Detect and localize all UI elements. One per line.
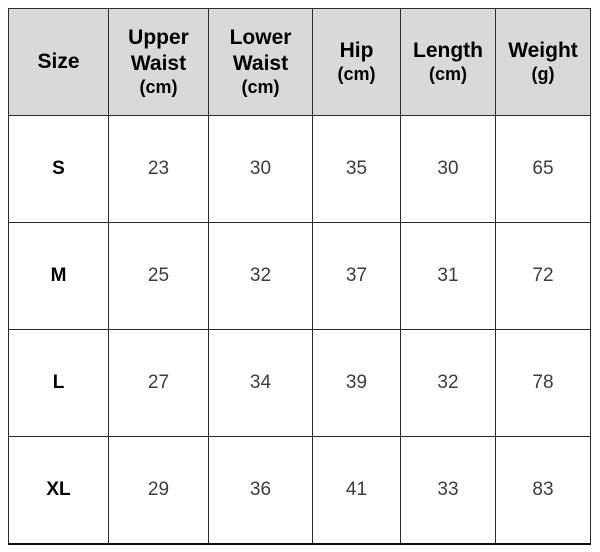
column-header-lower-waist-label: Lower Waist [229,26,292,76]
table-row: S 23 30 35 30 65 [8,115,591,223]
cell-lower-waist: 30 [208,115,313,223]
cell-size: XL [8,436,109,545]
header-row: Size Upper Waist (cm) Lower Waist (cm) H… [8,8,591,116]
table-body: S 23 30 35 30 65 M 25 32 37 31 72 L 27 3… [8,115,591,545]
column-header-weight-label: Weight [508,39,578,63]
cell-weight: 78 [495,329,591,437]
cell-upper-waist: 25 [108,222,209,330]
table-row: M 25 32 37 31 72 [8,222,591,330]
size-chart-table: Size Upper Waist (cm) Lower Waist (cm) H… [8,8,591,545]
column-header-size-label: Size [37,50,80,74]
cell-hip: 37 [312,222,401,330]
column-header-weight: Weight (g) [495,8,591,116]
table-row: XL 29 36 41 33 83 [8,436,591,545]
column-header-lower-waist-unit: (cm) [241,76,280,97]
cell-hip: 41 [312,436,401,545]
cell-lower-waist: 34 [208,329,313,437]
cell-hip: 39 [312,329,401,437]
cell-length: 32 [400,329,496,437]
cell-size: L [8,329,109,437]
table-header: Size Upper Waist (cm) Lower Waist (cm) H… [8,8,591,116]
size-chart-container: Size Upper Waist (cm) Lower Waist (cm) H… [8,8,591,545]
column-header-upper-waist: Upper Waist (cm) [108,8,209,116]
cell-weight: 83 [495,436,591,545]
column-header-lower-waist: Lower Waist (cm) [208,8,313,116]
cell-lower-waist: 36 [208,436,313,545]
column-header-length-label: Length [413,39,483,63]
cell-upper-waist: 23 [108,115,209,223]
column-header-upper-waist-label: Upper Waist [128,26,189,76]
column-header-upper-waist-unit: (cm) [139,76,178,97]
column-header-size: Size [8,8,109,116]
column-header-length-unit: (cm) [428,63,467,84]
cell-length: 30 [400,115,496,223]
column-header-hip-label: Hip [339,39,374,63]
table-row: L 27 34 39 32 78 [8,329,591,437]
cell-upper-waist: 27 [108,329,209,437]
cell-length: 33 [400,436,496,545]
cell-hip: 35 [312,115,401,223]
cell-length: 31 [400,222,496,330]
column-header-hip: Hip (cm) [312,8,401,116]
column-header-weight-unit: (g) [531,63,555,84]
column-header-length: Length (cm) [400,8,496,116]
cell-upper-waist: 29 [108,436,209,545]
cell-weight: 72 [495,222,591,330]
cell-size: S [8,115,109,223]
column-header-hip-unit: (cm) [337,63,376,84]
cell-weight: 65 [495,115,591,223]
cell-size: M [8,222,109,330]
cell-lower-waist: 32 [208,222,313,330]
